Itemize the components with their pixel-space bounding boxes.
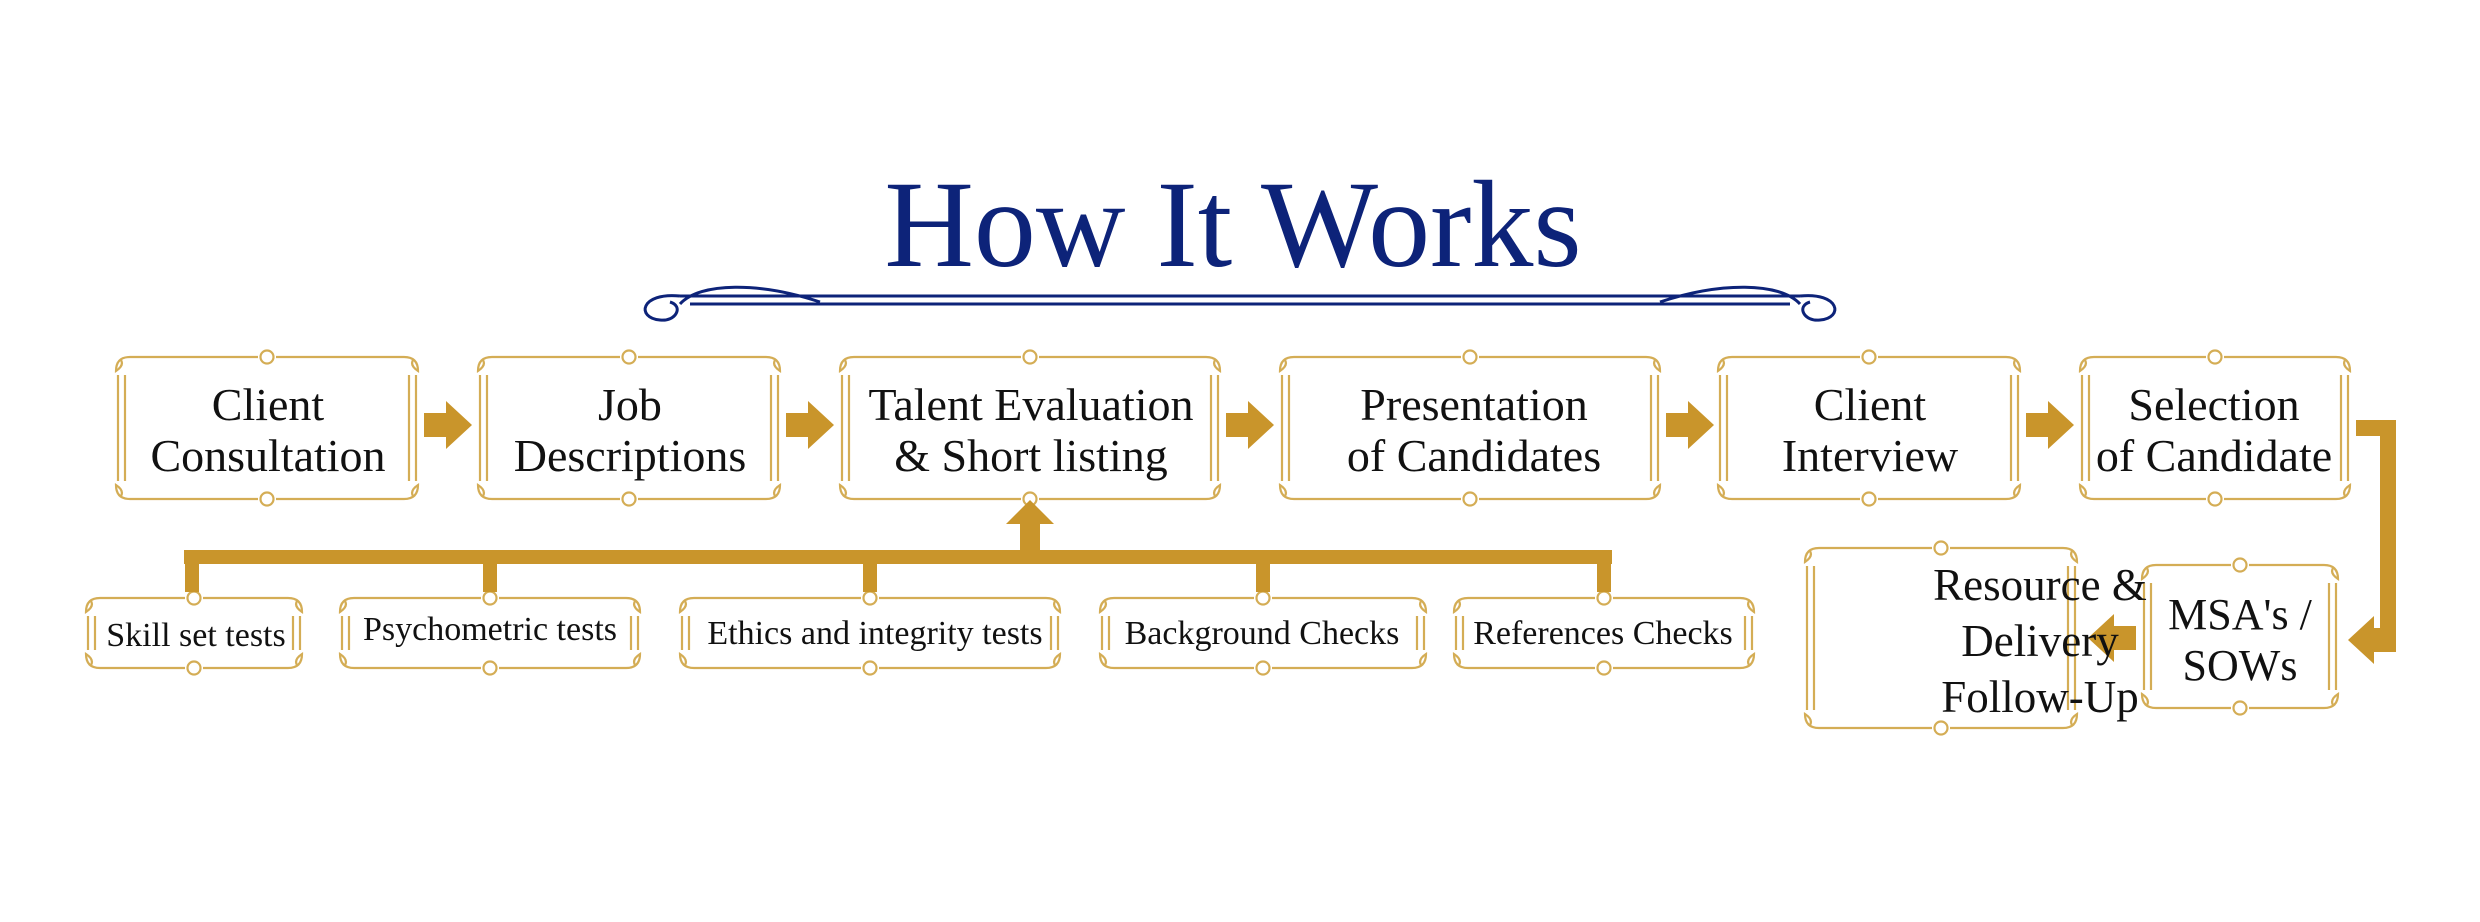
arrow-msa-to-resource [2088,614,2136,662]
bracket-drop-4 [1597,556,1611,592]
frame-background [1098,590,1428,676]
arrow-up-to-talent [1006,500,1054,552]
box-frames [84,349,2352,736]
step-msa-sows: MSA's / SOWs [2168,590,2312,690]
bracket-drop-3 [1256,556,1270,592]
arrow-consultation-to-job [424,401,472,449]
bracket-drop-2 [863,556,877,592]
test-skill-set: Skill set tests [106,617,286,654]
step-client-consultation: Client Consultation [150,379,386,481]
frame-msa-sows [2140,557,2340,716]
frame-presentation [1278,349,1662,507]
bracket-drop-0 [185,556,199,592]
connector-selection-down [2356,420,2396,632]
ornament-scroll-right [1799,294,1837,322]
flow-connectors [184,401,2396,664]
arrow-interview-to-selection [2026,401,2074,449]
frame-selection [2078,349,2352,507]
frame-ethics [678,590,1062,676]
ornament-swoop-left [678,285,821,306]
step-selection-of-candidate: Selection of Candidate [2095,379,2333,481]
frame-psychometric [338,590,642,676]
test-psychometric: Psychometric tests [362,611,618,648]
frame-skill-set [84,590,304,676]
arrow-to-msa [2348,616,2396,664]
arrow-talent-to-presentation [1226,401,1274,449]
step-resource-delivery-follow-up: Resource & Delivery Follow-Up [1933,560,2147,722]
test-references-checks: References Checks [1473,615,1733,652]
step-presentation-of-candidates: Presentation of Candidates [1346,379,1602,481]
test-background-checks: Background Checks [1124,615,1400,652]
frame-talent-evaluation [838,349,1222,507]
ornament-swoop-right [1659,285,1802,306]
step-talent-evaluation: Talent Evaluation & Short listing [868,379,1194,481]
frame-references [1452,590,1756,676]
frame-job-descriptions [476,349,782,507]
ornament-scroll-left [643,294,681,322]
arrow-presentation-to-interview [1666,401,1714,449]
test-ethics-integrity: Ethics and integrity tests [707,615,1043,652]
frame-client-consultation [114,349,420,507]
frame-client-interview [1716,349,2022,507]
step-job-descriptions: Job Descriptions [513,379,747,481]
bracket-horizontal-bar [184,550,1612,564]
bracket-drop-1 [483,556,497,592]
arrow-job-to-talent [786,401,834,449]
page-title: How It Works [884,156,1582,293]
title-ornament [643,285,1837,322]
frame-resource-delivery [1803,540,2079,736]
step-client-interview: Client Interview [1781,379,1959,481]
